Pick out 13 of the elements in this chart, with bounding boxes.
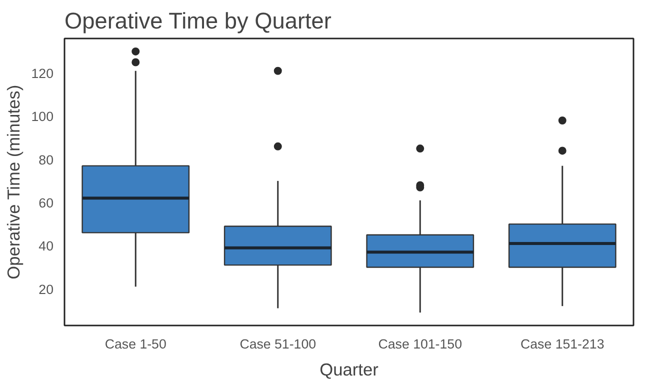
y-tick-label: 40: [38, 238, 54, 254]
x-tick-label: Case 1-50: [104, 336, 166, 352]
x-axis-title: Quarter: [320, 360, 379, 380]
y-axis-title: Operative Time (minutes): [3, 84, 24, 280]
y-tick-label: 100: [31, 109, 54, 124]
x-tick-label: Case 51-100: [240, 336, 316, 352]
x-tick-label: Case 101-150: [378, 336, 462, 352]
chart-title: Operative Time by Quarter: [64, 8, 332, 34]
y-tick-label: 20: [38, 282, 54, 297]
x-tick-label: Case 151-213: [520, 336, 604, 352]
y-tick-label: 80: [38, 152, 54, 168]
y-tick-label: 60: [38, 196, 54, 210]
y-tick-label: 120: [31, 66, 54, 82]
